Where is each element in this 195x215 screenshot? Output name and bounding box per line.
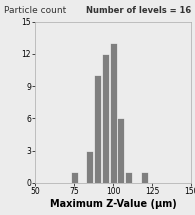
Bar: [117, 118, 124, 183]
Text: Number of levels = 16: Number of levels = 16: [86, 6, 191, 15]
Bar: [102, 54, 109, 183]
Bar: [125, 172, 132, 183]
X-axis label: Maximum Z-Value (μm): Maximum Z-Value (μm): [50, 199, 176, 209]
Bar: [86, 150, 93, 183]
Bar: [94, 75, 101, 183]
Bar: [71, 172, 78, 183]
Text: Particle count: Particle count: [4, 6, 66, 15]
Bar: [110, 43, 117, 183]
Bar: [141, 172, 148, 183]
